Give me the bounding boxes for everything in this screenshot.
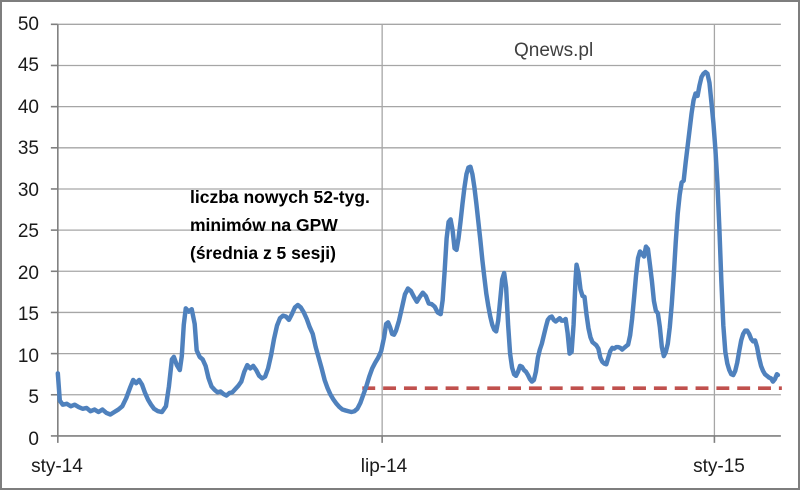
y-axis-label-45: 45 — [17, 55, 39, 76]
x-axis-label-lip-14: lip-14 — [360, 455, 408, 477]
watermark-label: Qnews.pl — [514, 40, 594, 61]
annotation-line-1: liczba nowych 52-tyg. — [190, 187, 370, 207]
y-axis-label-20: 20 — [17, 262, 39, 284]
series-annotation: liczba nowych 52-tyg. minimów na GPW (śr… — [190, 183, 370, 267]
y-axis-label-50: 50 — [17, 13, 39, 35]
y-axis-label-0: 0 — [28, 428, 39, 450]
annotation-line-2: minimów na GPW — [190, 215, 338, 235]
y-axis-label-40: 40 — [17, 96, 39, 118]
y-axis-label-30: 30 — [17, 179, 39, 201]
annotation-line-3: (średnia z 5 sesji) — [190, 243, 336, 263]
series-line — [55, 69, 781, 417]
x-axis-label-sty-14: sty-14 — [31, 455, 83, 477]
y-axis-label-35: 35 — [17, 138, 39, 159]
y-axis-label-5: 5 — [28, 387, 39, 408]
y-axis-label-15: 15 — [17, 304, 39, 325]
x-axis-label-sty-15: sty-15 — [693, 455, 745, 477]
y-axis-label-25: 25 — [17, 221, 39, 242]
y-axis-label-10: 10 — [17, 345, 39, 367]
